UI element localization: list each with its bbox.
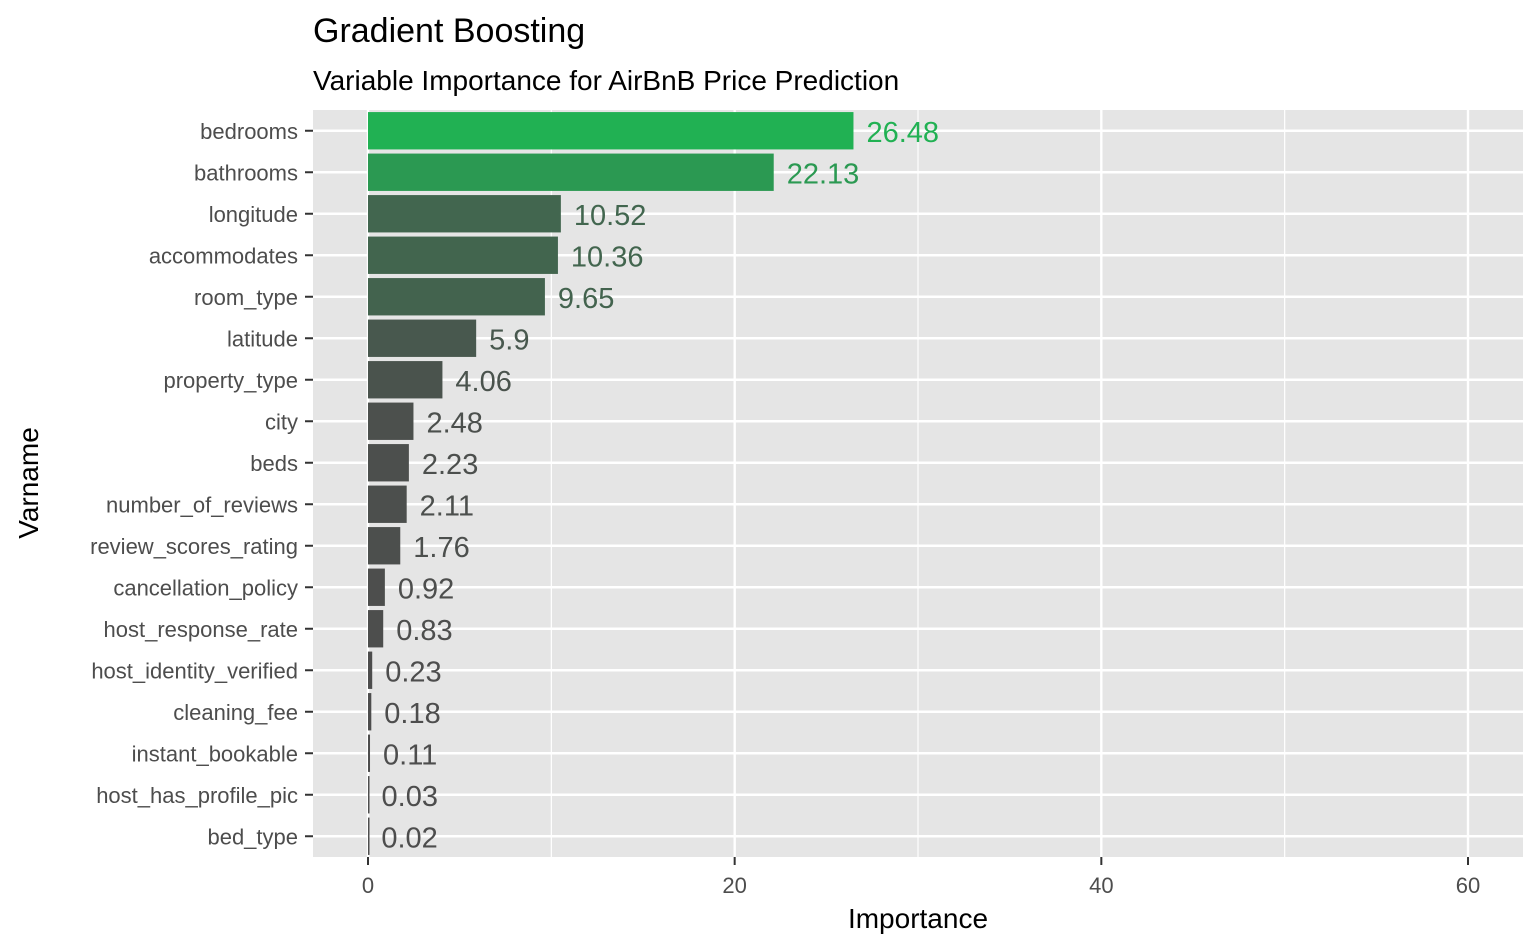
value-label: 2.23 (422, 449, 478, 481)
y-tick-label: number_of_reviews (106, 492, 298, 517)
y-tick-label: room_type (194, 285, 298, 310)
bar-longitude (368, 195, 561, 233)
value-label: 0.11 (383, 739, 437, 771)
value-label: 2.48 (426, 407, 482, 439)
y-tick-label: bathrooms (194, 160, 298, 185)
value-label: 10.52 (574, 200, 647, 232)
bar-latitude (368, 319, 477, 357)
y-tick-label: latitude (227, 326, 298, 351)
bar-city (368, 402, 414, 440)
y-tick-label: host_has_profile_pic (96, 783, 298, 808)
bar-instant-bookable (368, 734, 371, 772)
value-label: 26.48 (866, 117, 939, 149)
x-axis-title: Importance (848, 903, 988, 934)
y-tick-label: bed_type (207, 824, 298, 849)
value-label: 0.83 (396, 615, 452, 647)
bar-cancellation-policy (368, 568, 385, 606)
bar-room-type (368, 278, 545, 316)
bar-bed-type (368, 817, 370, 855)
value-label: 0.23 (385, 656, 441, 688)
value-label: 2.11 (420, 490, 474, 522)
value-label: 1.76 (413, 532, 469, 564)
x-tick-label: 20 (722, 873, 746, 898)
y-tick-label: longitude (209, 202, 298, 227)
value-label: 0.18 (384, 698, 440, 730)
bar-host-has-profile-pic (368, 776, 370, 814)
value-label: 10.36 (571, 241, 644, 273)
y-tick-label: review_scores_rating (90, 534, 298, 559)
y-tick-label: host_identity_verified (91, 658, 298, 683)
x-axis: 0 20 40 60 (362, 857, 1480, 898)
value-label: 5.9 (489, 324, 529, 356)
y-tick-label: cleaning_fee (173, 700, 298, 725)
x-tick-label: 60 (1456, 873, 1480, 898)
bar-bedrooms (368, 112, 854, 150)
y-tick-label: cancellation_policy (113, 575, 298, 600)
chart-subtitle: Variable Importance for AirBnB Price Pre… (313, 65, 899, 96)
bar-number-of-reviews (368, 485, 407, 523)
y-axis-title: Varname (13, 427, 44, 539)
y-tick-label: city (265, 409, 298, 434)
bar-host-response-rate (368, 610, 384, 648)
bar-host-identity-verified (368, 651, 373, 689)
y-tick-label: host_response_rate (104, 617, 298, 642)
value-label: 0.02 (381, 822, 437, 854)
chart-title: Gradient Boosting (313, 12, 585, 50)
bar-property-type (368, 361, 443, 399)
value-label: 9.65 (558, 283, 614, 315)
bar-cleaning-fee (368, 693, 372, 731)
value-label: 0.03 (382, 781, 438, 813)
y-tick-label: instant_bookable (132, 741, 298, 766)
bar-beds (368, 444, 409, 482)
bar-accommodates (368, 236, 558, 274)
bars (368, 112, 854, 855)
x-tick-label: 40 (1089, 873, 1113, 898)
value-label: 4.06 (455, 366, 511, 398)
y-tick-label: beds (250, 451, 298, 476)
x-tick-label: 0 (362, 873, 374, 898)
value-label: 0.92 (398, 573, 454, 605)
bar-bathrooms (368, 153, 774, 191)
y-tick-label: property_type (163, 368, 298, 393)
y-tick-label: bedrooms (200, 119, 298, 144)
y-axis: bedrooms bathrooms longitude accommodates ro… (90, 119, 313, 849)
value-label: 22.13 (787, 158, 860, 190)
bar-review-scores-rating (368, 527, 401, 565)
y-tick-label: accommodates (149, 243, 298, 268)
